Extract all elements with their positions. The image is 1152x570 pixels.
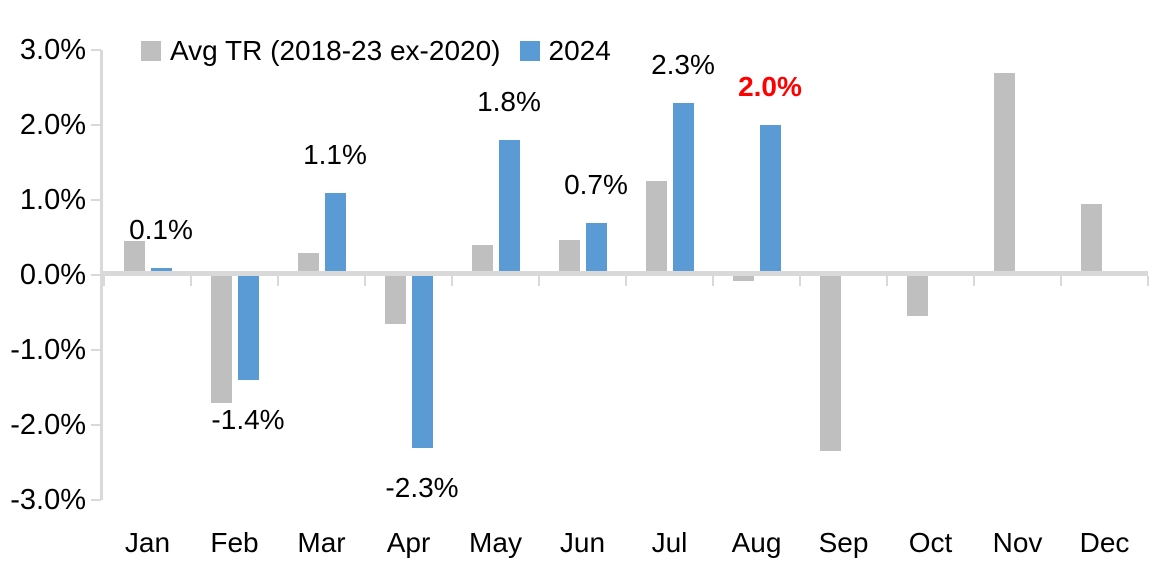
y-axis-label: 2.0% (19, 109, 86, 141)
x-axis-tick (277, 276, 279, 286)
x-axis-label-apr: Apr (386, 527, 431, 558)
y-axis-label: -3.0% (10, 484, 86, 516)
bar-avg-tr-2018-23-ex-2020--jun (558, 239, 580, 275)
bar-2024-jun (585, 222, 607, 275)
x-axis-label-feb: Feb (210, 527, 259, 558)
bar-2024-aug (759, 125, 781, 275)
y-axis-tick (91, 49, 101, 51)
x-axis-tick (1060, 276, 1062, 286)
bar-2024-mar (324, 192, 346, 275)
data-label-jul: 2.3% (651, 48, 715, 80)
y-axis-tick (91, 499, 101, 501)
x-axis-tick (103, 276, 105, 286)
x-axis-tick (799, 276, 801, 286)
bar-avg-tr-2018-23-ex-2020--aug (732, 275, 754, 281)
x-axis-label-may: May (469, 527, 522, 558)
y-axis-tick (91, 274, 101, 276)
x-axis-tick (1147, 276, 1149, 286)
x-axis-label-mar: Mar (297, 527, 346, 558)
bar-avg-tr-2018-23-ex-2020--may (471, 245, 493, 275)
y-axis-label: 1.0% (19, 184, 86, 216)
data-label-jan: 0.1% (129, 213, 193, 245)
legend-label-avg-tr: Avg TR (2018-23 ex-2020) (170, 35, 501, 66)
legend-label-2024: 2024 (548, 35, 611, 66)
bar-2024-apr (411, 275, 433, 448)
bar-avg-tr-2018-23-ex-2020--feb (210, 275, 232, 403)
y-axis-label: 0.0% (19, 259, 86, 291)
bar-avg-tr-2018-23-ex-2020--jul (645, 181, 667, 275)
x-axis-label-jan: Jan (124, 527, 171, 558)
bar-avg-tr-2018-23-ex-2020--oct (906, 275, 928, 317)
x-axis-label-oct: Oct (908, 527, 953, 558)
x-axis-label-sep: Sep (818, 527, 869, 558)
x-axis-tick (886, 276, 888, 286)
x-axis-label-jun: Jun (559, 527, 606, 558)
bar-avg-tr-2018-23-ex-2020--mar (297, 252, 319, 275)
bar-avg-tr-2018-23-ex-2020--nov (993, 72, 1015, 275)
y-axis-tick (91, 124, 101, 126)
data-label-may: 1.8% (477, 86, 541, 117)
x-axis-tick (364, 276, 366, 286)
x-axis-tick (451, 276, 453, 286)
bar-avg-tr-2018-23-ex-2020--sep (819, 275, 841, 452)
x-axis-label-nov: Nov (992, 527, 1043, 558)
bar-2024-jul (672, 102, 694, 275)
x-axis-tick (625, 276, 627, 286)
y-axis-label: -2.0% (10, 409, 86, 441)
legend-item-avg-tr: Avg TR (2018-23 ex-2020) (141, 35, 501, 67)
x-axis-tick (973, 276, 975, 286)
y-axis-label: -1.0% (10, 334, 86, 366)
x-axis-label-jul: Jul (651, 527, 688, 558)
legend-item-2024: 2024 (519, 35, 611, 67)
bar-2024-feb (237, 275, 259, 380)
bar-avg-tr-2018-23-ex-2020--jan (123, 241, 145, 275)
legend-swatch-gray (141, 41, 161, 61)
y-axis-tick (91, 424, 101, 426)
y-axis-tick (91, 199, 101, 201)
bar-avg-tr-2018-23-ex-2020--dec (1080, 203, 1102, 275)
bar-2024-may (498, 140, 520, 275)
y-axis-label: 3.0% (19, 34, 86, 66)
legend: Avg TR (2018-23 ex-2020) 2024 (141, 35, 611, 67)
x-axis-label-dec: Dec (1079, 527, 1130, 558)
data-label-apr: -2.3% (385, 471, 459, 503)
y-axis-tick (91, 349, 101, 351)
data-label-mar: 1.1% (303, 138, 367, 170)
x-axis-line (100, 271, 1148, 276)
x-axis-tick (712, 276, 714, 286)
x-axis-tick (538, 276, 540, 286)
x-axis-label-aug: Aug (731, 527, 782, 558)
data-label-jun: 0.7% (564, 168, 628, 200)
x-axis-tick (190, 276, 192, 286)
data-label-feb: -1.4% (211, 404, 285, 435)
data-label-aug: 2.0% (738, 71, 802, 102)
bar-avg-tr-2018-23-ex-2020--apr (384, 275, 406, 324)
legend-swatch-blue (519, 41, 540, 61)
